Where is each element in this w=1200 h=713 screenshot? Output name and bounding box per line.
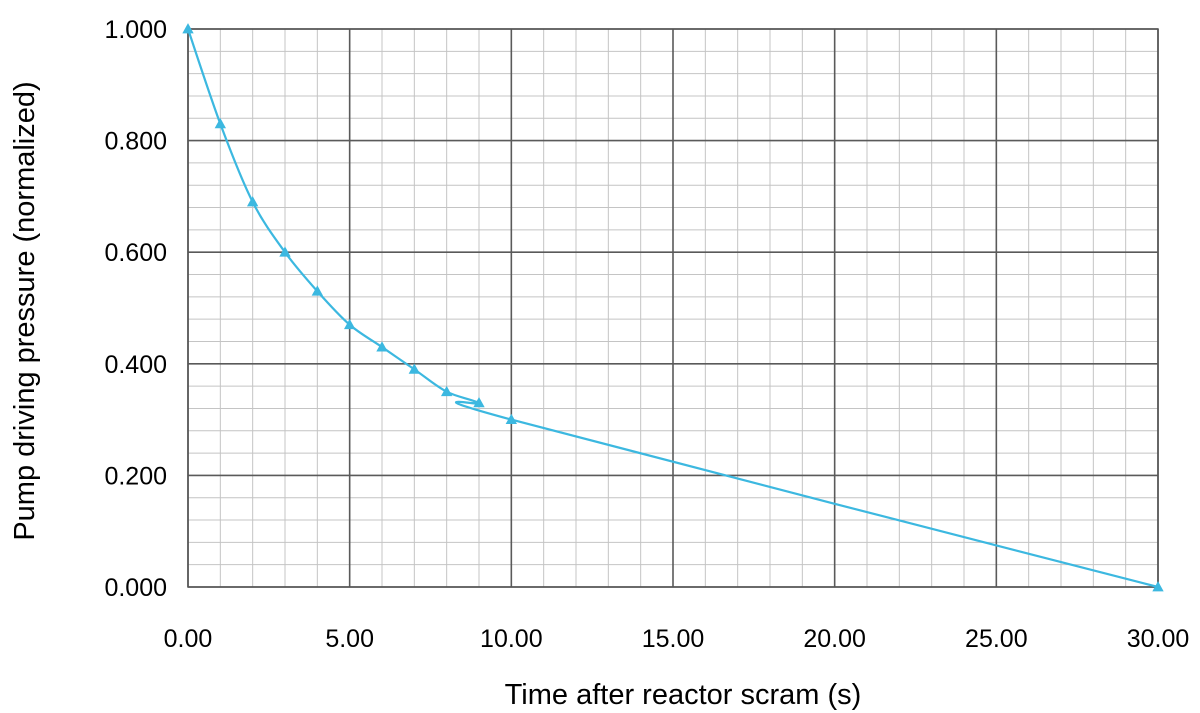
- y-axis-tick-labels: 0.000 0.200 0.400 0.600 0.800 1.000: [104, 16, 167, 602]
- data-point: [279, 246, 291, 257]
- plot-area: [187, 28, 1159, 588]
- data-point: [246, 196, 259, 207]
- data-point: [1152, 581, 1164, 592]
- x-axis-tick-labels: 0.00 5.00 10.00 15.00 20.00 25.00 30.00: [164, 625, 1190, 653]
- x-tick-label: 10.00: [480, 625, 543, 653]
- x-axis-title: Time after reactor scram (s): [505, 679, 862, 711]
- x-tick-label: 25.00: [965, 625, 1028, 653]
- y-tick-label: 1.000: [104, 16, 167, 44]
- series-layer: [182, 23, 1164, 592]
- data-point: [505, 413, 518, 425]
- x-tick-label: 15.00: [642, 625, 705, 653]
- data-point: [408, 363, 421, 374]
- series-line: [186, 28, 1159, 589]
- x-tick-label: 30.00: [1127, 625, 1190, 653]
- x-tick-label: 0.00: [164, 625, 213, 653]
- y-tick-label: 0.600: [104, 239, 167, 267]
- data-point: [376, 341, 388, 352]
- data-point: [214, 118, 227, 129]
- y-tick-label: 0.800: [104, 128, 167, 156]
- y-tick-label: 0.400: [104, 351, 167, 379]
- y-tick-label: 0.200: [104, 462, 167, 490]
- y-axis-title: Pump driving pressure (normalized): [9, 81, 41, 540]
- x-tick-label: 20.00: [803, 625, 866, 653]
- data-point: [311, 285, 324, 296]
- data-point: [343, 318, 356, 330]
- y-tick-label: 0.000: [104, 574, 167, 602]
- data-point: [182, 23, 194, 34]
- data-point: [473, 397, 485, 408]
- x-tick-label: 5.00: [325, 625, 374, 653]
- data-point: [440, 385, 453, 397]
